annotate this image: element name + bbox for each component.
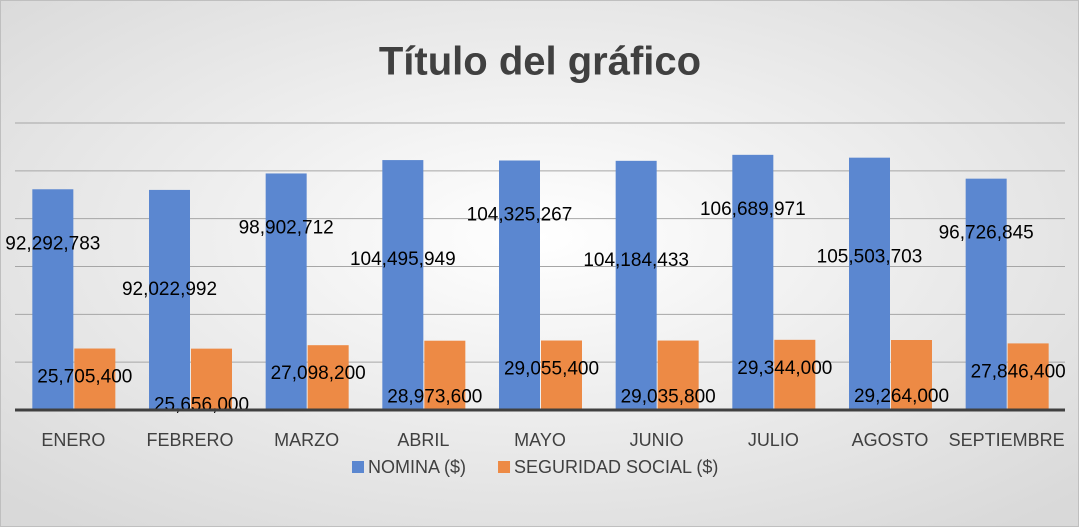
data-label: 104,184,433 <box>583 250 689 271</box>
bar <box>499 160 540 410</box>
data-label: 104,495,949 <box>350 249 456 270</box>
bar <box>191 348 232 410</box>
data-label: 29,264,000 <box>854 386 949 407</box>
data-label: 106,689,971 <box>700 199 806 220</box>
x-tick-label: JULIO <box>748 430 799 450</box>
legend-swatch <box>352 461 364 473</box>
data-label: 25,705,400 <box>37 367 132 388</box>
data-label: 29,344,000 <box>737 358 832 379</box>
data-label: 27,098,200 <box>271 363 366 384</box>
x-tick-label: MARZO <box>274 430 339 450</box>
bar <box>265 173 307 410</box>
data-label: 25,656,000 <box>154 395 249 416</box>
bar <box>541 340 582 410</box>
bar <box>74 348 116 410</box>
bar <box>149 189 190 410</box>
data-label: 105,503,703 <box>817 247 923 268</box>
data-label: 29,055,400 <box>504 359 599 380</box>
x-tick-label: ABRIL <box>397 430 449 450</box>
x-tick-label: MAYO <box>514 430 566 450</box>
bar <box>382 160 424 410</box>
bar <box>1007 343 1049 410</box>
x-tick-label: JUNIO <box>630 430 684 450</box>
x-tick-label: FEBRERO <box>146 430 233 450</box>
data-label: 28,973,600 <box>387 387 482 408</box>
bar <box>657 340 699 410</box>
bar <box>732 154 774 410</box>
data-label: 27,846,400 <box>971 361 1066 382</box>
legend-label: NOMINA ($) <box>368 457 466 477</box>
data-label: 104,325,267 <box>467 205 573 226</box>
bar <box>32 189 74 410</box>
x-tick-label: SEPTIEMBRE <box>949 430 1065 450</box>
legend-swatch <box>498 461 511 473</box>
data-label: 92,022,992 <box>122 279 217 300</box>
bar <box>849 157 890 410</box>
data-label: 92,292,783 <box>5 233 100 254</box>
x-tick-label: AGOSTO <box>852 430 929 450</box>
data-label: 29,035,800 <box>621 387 716 408</box>
bar <box>615 160 657 410</box>
bar <box>424 340 466 410</box>
data-label: 98,902,712 <box>239 217 334 238</box>
chart-title: Título del gráfico <box>379 40 701 84</box>
x-tick-label: ENERO <box>41 430 105 450</box>
bar <box>965 178 1007 410</box>
bar <box>891 340 932 410</box>
data-label: 96,726,845 <box>939 223 1034 244</box>
legend-label: SEGURIDAD SOCIAL ($) <box>514 457 718 477</box>
bar <box>307 345 349 410</box>
bar <box>774 339 816 410</box>
